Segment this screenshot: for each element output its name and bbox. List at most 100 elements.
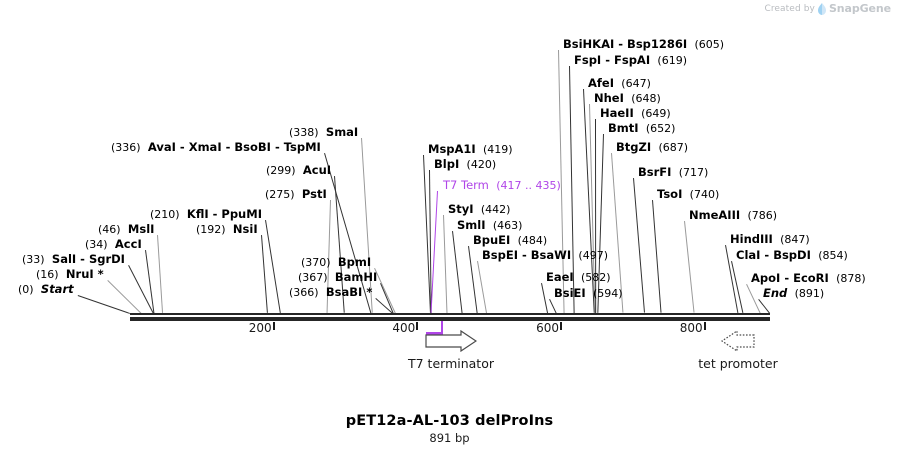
- site-leader-line: [443, 215, 448, 314]
- site-leader-line: [684, 221, 695, 314]
- restriction-site-label: BtgZI (687): [616, 141, 688, 154]
- site-position: (582): [581, 271, 611, 284]
- feature-bracket-vertical: [441, 321, 444, 335]
- label-spacer: [474, 202, 481, 216]
- restriction-site-label: End (891): [763, 287, 824, 300]
- site-position: (192): [196, 223, 226, 236]
- feature-leader-line: [430, 190, 438, 313]
- site-leader-line: [157, 235, 164, 314]
- snapgene-watermark: Created by SnapGene: [764, 2, 891, 15]
- site-leader-line: [549, 299, 557, 314]
- site-leader-line: [477, 261, 487, 314]
- label-spacer: [226, 222, 233, 236]
- enzyme-name: MslI: [127, 222, 155, 236]
- label-spacer: [486, 218, 493, 232]
- label-spacer: [671, 165, 678, 179]
- restriction-site-label: HindIII (847): [730, 233, 810, 246]
- label-spacer: [476, 142, 483, 156]
- feature-arrow-label: tet promoter: [698, 356, 778, 371]
- enzyme-name: AcuI: [302, 163, 332, 177]
- restriction-site-label: (370) BpmI: [301, 256, 371, 269]
- label-spacer: [510, 233, 517, 247]
- site-position: (605): [694, 38, 725, 51]
- restriction-site-label: TsoI (740): [657, 188, 719, 201]
- enzyme-name: BlpI: [434, 157, 460, 171]
- restriction-site-label: BmtI (652): [608, 122, 675, 135]
- site-leader-line: [468, 246, 478, 314]
- restriction-site-label: EaeI (582): [546, 271, 611, 284]
- restriction-site-label: BsiEI (594): [554, 287, 623, 300]
- site-leader-line: [452, 231, 463, 314]
- site-position: (420): [466, 158, 497, 171]
- restriction-site-label: ClaI - BspDI (854): [736, 249, 848, 262]
- label-spacer: [639, 121, 646, 135]
- site-position: (442): [480, 203, 511, 216]
- axis-line-thick: [130, 317, 770, 321]
- snapgene-logo-icon: [817, 3, 826, 15]
- enzyme-name: KflI - PpuMI: [186, 207, 262, 221]
- feature-name: T7 Term: [443, 178, 489, 192]
- restriction-site-label: (33) SalI - SgrDI: [22, 253, 125, 266]
- site-position: (619): [657, 54, 688, 67]
- label-spacer: [296, 163, 303, 177]
- feature-range: (417 .. 435): [496, 179, 561, 192]
- enzyme-name: MspA1I: [428, 142, 476, 156]
- restriction-site-label: (34) AccI: [85, 238, 142, 251]
- restriction-site-label: (336) AvaI - XmaI - BsoBI - TspMI: [111, 141, 321, 154]
- enzyme-name: PstI: [301, 187, 327, 201]
- site-position: (854): [818, 249, 848, 262]
- restriction-site-label: MspA1I (419): [428, 143, 513, 156]
- site-position: (847): [780, 233, 810, 246]
- site-position: (649): [641, 107, 671, 120]
- feature-label-t7-term: T7 Term (417 .. 435): [443, 179, 561, 192]
- restriction-site-label: BspEI - BsaWI (497): [482, 249, 608, 262]
- site-position: (299): [266, 164, 296, 177]
- feature-arrow-tet-promoter[interactable]: tet promoter: [692, 330, 784, 371]
- restriction-site-label: (192) NsiI: [196, 223, 258, 236]
- restriction-site-label: SmlI (463): [457, 219, 522, 232]
- enzyme-name: BsaBI *: [325, 285, 373, 299]
- restriction-site-label: (210) KflI - PpuMI: [150, 208, 262, 221]
- restriction-site-label: (299) AcuI: [266, 164, 331, 177]
- label-spacer: [586, 286, 593, 300]
- site-position: (652): [645, 122, 676, 135]
- site-position: (463): [492, 219, 523, 232]
- site-leader-line: [261, 235, 268, 314]
- watermark-brand: SnapGene: [828, 2, 891, 15]
- enzyme-name: BpmI: [337, 255, 372, 269]
- axis-tick-label: 400: [392, 321, 416, 335]
- label-spacer: [682, 187, 689, 201]
- enzyme-name: NheI: [594, 91, 624, 105]
- site-leader-line: [107, 280, 142, 314]
- feature-arrow-t7-terminator[interactable]: T7 terminator: [405, 330, 497, 371]
- site-position: (497): [578, 249, 608, 262]
- site-position: (484): [517, 234, 548, 247]
- enzyme-name: SalI - SgrDI: [51, 252, 125, 266]
- enzyme-name: AvaI - XmaI - BsoBI - TspMI: [147, 140, 321, 154]
- enzyme-name: NmeAIII: [689, 208, 741, 222]
- enzyme-name: NsiI: [232, 222, 258, 236]
- restriction-site-label: StyI (442): [448, 203, 510, 216]
- restriction-site-label: NmeAIII (786): [689, 209, 777, 222]
- site-position: (46): [98, 223, 121, 236]
- label-spacer: [687, 37, 694, 51]
- label-spacer: [45, 252, 52, 266]
- site-leader-line: [265, 220, 281, 314]
- enzyme-name: EaeI: [546, 270, 574, 284]
- site-position: (419): [483, 143, 513, 156]
- axis-tick: [416, 322, 419, 330]
- restriction-site-label: (367) BamHI: [298, 271, 377, 284]
- site-position: (786): [747, 209, 778, 222]
- enzyme-name: BamHI: [334, 270, 378, 284]
- restriction-site-label: (16) NruI *: [36, 268, 104, 281]
- label-spacer: [574, 270, 581, 284]
- arrow-right-icon: [425, 330, 477, 352]
- site-position: (210): [150, 208, 180, 221]
- enzyme-name: SmlI: [457, 218, 486, 232]
- enzyme-name: BsiEI: [554, 286, 586, 300]
- label-spacer: [141, 140, 148, 154]
- site-position: (367): [298, 271, 328, 284]
- feature-arrow-label: T7 terminator: [408, 356, 494, 371]
- restriction-site-label: ApoI - EcoRI (878): [751, 272, 866, 285]
